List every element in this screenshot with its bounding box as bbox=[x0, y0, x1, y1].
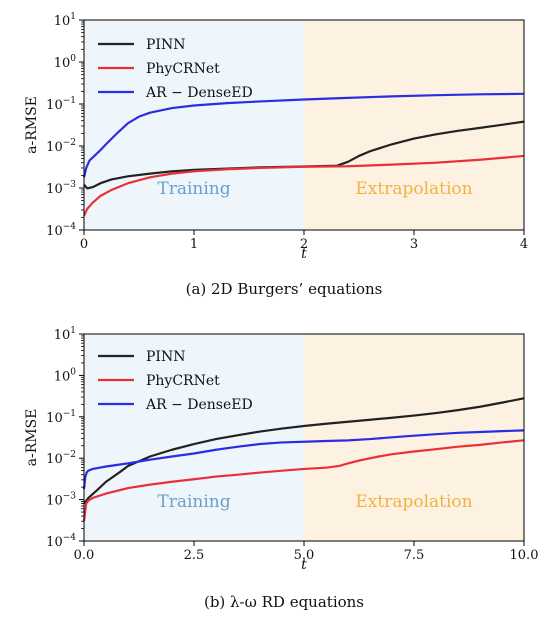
y-tick-label: 101 bbox=[54, 12, 76, 29]
region-label-extrapolation: Extrapolation bbox=[355, 179, 472, 199]
y-tick-exponent: −1 bbox=[63, 96, 76, 106]
x-tick-label: 0 bbox=[80, 237, 88, 252]
y-tick-exponent: −2 bbox=[63, 450, 76, 460]
y-axis-label: a-RMSE bbox=[24, 96, 40, 154]
y-tick-label: 10−4 bbox=[46, 222, 76, 239]
x-tick-label: 5.0 bbox=[294, 548, 315, 563]
y-tick-base: 10 bbox=[46, 182, 63, 197]
region-training bbox=[84, 334, 304, 541]
x-tick-label: 3 bbox=[410, 237, 418, 252]
y-tick-base: 10 bbox=[54, 328, 71, 343]
legend-label: PINN bbox=[146, 37, 185, 53]
y-tick-base: 10 bbox=[46, 140, 63, 155]
figure-caption: (a) 2D Burgers’ equations bbox=[186, 280, 383, 298]
y-tick-base: 10 bbox=[46, 452, 63, 467]
x-tick-label: 2.5 bbox=[184, 548, 205, 563]
y-tick-base: 10 bbox=[46, 494, 63, 509]
series-line-2 bbox=[82, 429, 525, 490]
y-tick-exponent: 1 bbox=[70, 12, 76, 22]
y-tick-label: 10−3 bbox=[46, 180, 76, 197]
y-tick-base: 10 bbox=[54, 369, 71, 384]
y-tick-label: 10−2 bbox=[46, 450, 76, 467]
y-tick-label: 10−1 bbox=[46, 409, 76, 426]
x-tick-label: 4 bbox=[520, 237, 528, 252]
y-tick-label: 10−3 bbox=[46, 492, 76, 509]
legend-label: PhyCRNet bbox=[146, 373, 220, 389]
y-tick-base: 10 bbox=[46, 98, 63, 113]
y-tick-base: 10 bbox=[46, 224, 63, 239]
series-line-1 bbox=[82, 439, 525, 522]
y-tick-exponent: −4 bbox=[63, 533, 77, 543]
y-tick-exponent: −2 bbox=[63, 138, 76, 148]
x-axis-label: t bbox=[301, 246, 307, 262]
series-line-1 bbox=[83, 154, 525, 217]
y-tick-exponent: 0 bbox=[70, 367, 76, 377]
x-axis-label: t bbox=[301, 557, 307, 573]
legend-label: PINN bbox=[146, 349, 185, 365]
legend-label: PhyCRNet bbox=[146, 61, 220, 77]
region-extrapolation bbox=[304, 20, 524, 230]
y-tick-exponent: −3 bbox=[63, 492, 77, 502]
x-tick-label: 0.0 bbox=[74, 548, 95, 563]
y-tick-base: 10 bbox=[54, 56, 71, 71]
region-label-training: Training bbox=[157, 179, 230, 199]
y-tick-label: 100 bbox=[54, 54, 77, 71]
y-tick-label: 10−4 bbox=[46, 533, 76, 550]
y-tick-label: 10−1 bbox=[46, 96, 76, 113]
y-tick-base: 10 bbox=[46, 411, 63, 426]
y-tick-exponent: 0 bbox=[70, 54, 76, 64]
y-tick-label: 10−2 bbox=[46, 138, 76, 155]
series-line-2 bbox=[82, 92, 525, 178]
y-tick-exponent: −1 bbox=[63, 409, 76, 419]
series-line-0 bbox=[83, 397, 525, 505]
y-tick-exponent: 1 bbox=[70, 326, 76, 336]
x-tick-label: 1 bbox=[190, 237, 198, 252]
region-extrapolation bbox=[304, 334, 524, 541]
y-tick-exponent: −3 bbox=[63, 180, 77, 190]
y-tick-base: 10 bbox=[54, 14, 71, 29]
y-tick-base: 10 bbox=[46, 535, 63, 550]
y-tick-label: 100 bbox=[54, 367, 77, 384]
legend-label: AR − DenseED bbox=[145, 85, 253, 101]
y-tick-label: 101 bbox=[54, 326, 76, 343]
y-axis-label: a-RMSE bbox=[24, 409, 40, 467]
x-tick-label: 7.5 bbox=[404, 548, 425, 563]
x-tick-label: 2 bbox=[300, 237, 308, 252]
y-tick-exponent: −4 bbox=[63, 222, 77, 232]
figure-caption: (b) λ-ω RD equations bbox=[204, 593, 364, 611]
region-training bbox=[84, 20, 304, 230]
region-label-extrapolation: Extrapolation bbox=[355, 492, 472, 512]
region-label-training: Training bbox=[157, 492, 230, 512]
legend-label: AR − DenseED bbox=[145, 397, 253, 413]
x-tick-label: 10.0 bbox=[510, 548, 539, 563]
